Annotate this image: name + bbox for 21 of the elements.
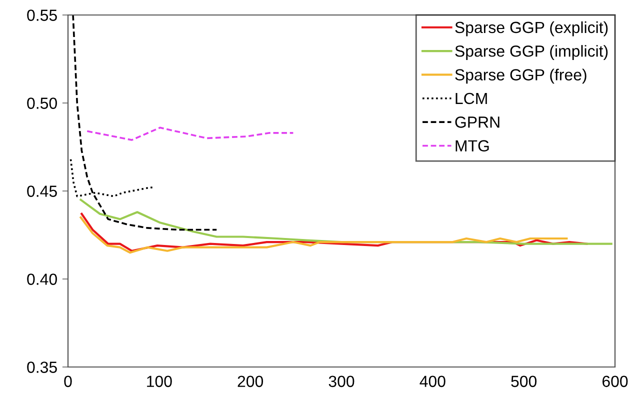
legend-label: Sparse GGP (explicit) [455, 21, 608, 36]
legend-label: LCM [456, 92, 487, 104]
x-tick-label: 300 [328, 376, 354, 388]
y-tick-label: 0.35 [27, 362, 57, 373]
x-tick-label: 600 [602, 376, 628, 388]
y-tick-label: 0.55 [27, 10, 57, 21]
legend-label: Sparse GGP (free) [455, 68, 586, 84]
line-series [86, 126, 294, 141]
legend-label: GPRN [455, 116, 500, 128]
y-tick-label: 0.45 [27, 186, 57, 197]
line-series [72, 15, 218, 231]
x-tick-label: 400 [420, 376, 446, 388]
y-tick-label: 0.40 [27, 274, 57, 285]
line-series [80, 216, 568, 254]
x-tick-label: 500 [511, 376, 537, 388]
x-tick-label: 100 [147, 376, 172, 388]
x-tick-label: 0 [64, 376, 72, 388]
legend-label: MTG [456, 140, 489, 152]
legend-label: Sparse GGP (implicit) [455, 45, 608, 60]
x-tick-label: 200 [238, 376, 264, 388]
y-tick-label: 0.50 [27, 98, 57, 109]
